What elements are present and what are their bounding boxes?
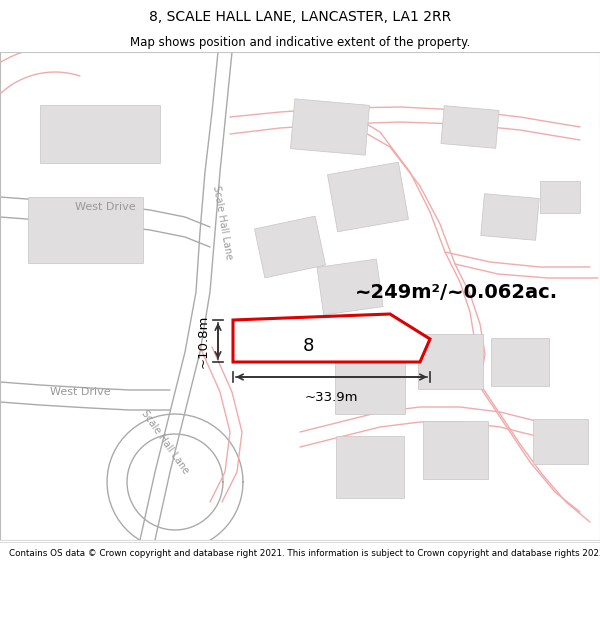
- Polygon shape: [418, 334, 482, 389]
- Polygon shape: [481, 194, 539, 241]
- Polygon shape: [328, 162, 409, 232]
- Text: Scale Hall Lane: Scale Hall Lane: [211, 184, 233, 260]
- Text: 8, SCALE HALL LANE, LANCASTER, LA1 2RR: 8, SCALE HALL LANE, LANCASTER, LA1 2RR: [149, 11, 451, 24]
- Polygon shape: [422, 421, 487, 479]
- Polygon shape: [233, 314, 430, 362]
- Text: West Drive: West Drive: [50, 387, 110, 397]
- Text: West Drive: West Drive: [75, 202, 136, 212]
- Polygon shape: [40, 105, 160, 163]
- Polygon shape: [441, 106, 499, 148]
- Polygon shape: [491, 338, 549, 386]
- Polygon shape: [336, 436, 404, 498]
- Text: Map shows position and indicative extent of the property.: Map shows position and indicative extent…: [130, 36, 470, 49]
- Polygon shape: [335, 349, 405, 414]
- Polygon shape: [533, 419, 587, 464]
- Polygon shape: [540, 181, 580, 213]
- Polygon shape: [254, 216, 326, 278]
- Text: ~10.8m: ~10.8m: [197, 314, 210, 368]
- Polygon shape: [290, 99, 370, 155]
- Text: ~33.9m: ~33.9m: [305, 391, 358, 404]
- Text: Scale Hall Lane: Scale Hall Lane: [139, 408, 191, 476]
- Text: Contains OS data © Crown copyright and database right 2021. This information is : Contains OS data © Crown copyright and d…: [9, 549, 600, 558]
- Text: 8: 8: [302, 337, 314, 355]
- Polygon shape: [28, 198, 143, 262]
- Polygon shape: [317, 259, 383, 315]
- Text: ~249m²/~0.062ac.: ~249m²/~0.062ac.: [355, 282, 558, 301]
